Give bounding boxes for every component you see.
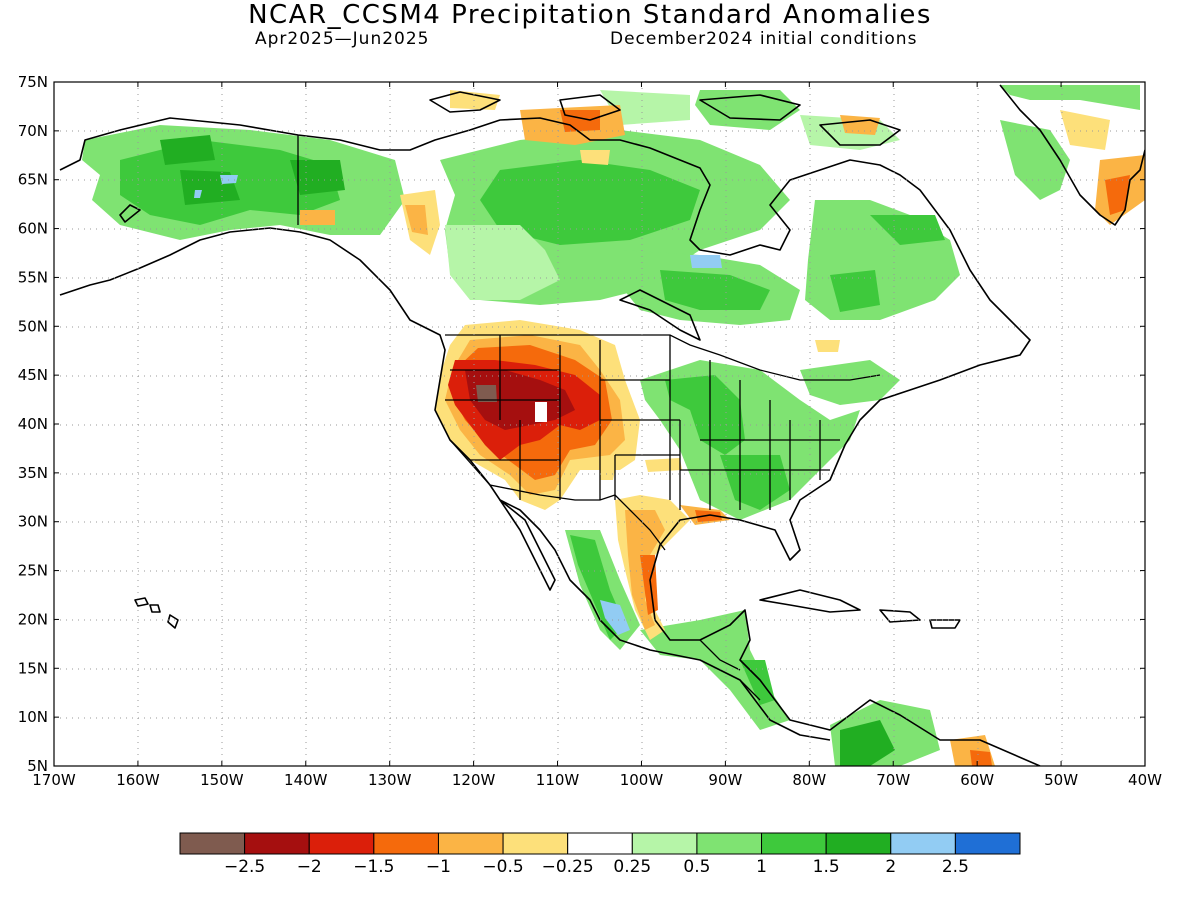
lon-label: 120W [452, 771, 496, 789]
lon-label: 50W [1044, 771, 1078, 789]
lon-label: 160W [116, 771, 160, 789]
lat-label: 65N [18, 171, 48, 189]
longitude-ticks [53, 82, 1146, 766]
lat-label: 20N [18, 610, 48, 628]
colorbar-swatch [502, 832, 569, 855]
lat-label: 40N [18, 415, 48, 433]
lat-label: 25N [18, 562, 48, 580]
forecast-period: Apr2025—Jun2025 [255, 29, 430, 49]
colorbar-labels: −2.5 −2 −1.5 −1 −0.5 −0.25 0.25 0.5 1 1.5 2 2.5 [224, 857, 969, 877]
colorbar-label: −1.5 [353, 857, 394, 877]
longitude-labels: 170W 160W 150W 140W 130W 120W 110W 100W 90W 80W 70… [32, 771, 1162, 789]
colorbar-swatch [244, 832, 310, 855]
colorbar-label: 1 [756, 857, 767, 877]
colorbar-swatch [890, 832, 956, 855]
lat-label: 45N [18, 366, 48, 384]
lon-label: 80W [792, 771, 826, 789]
colorbar-swatch [179, 832, 246, 855]
lon-label: 100W [620, 771, 664, 789]
lon-label: 170W [32, 771, 76, 789]
colorbar-label: −0.5 [482, 857, 523, 877]
colorbar-label: 0.25 [613, 857, 651, 877]
colorbar-label: 2 [885, 857, 896, 877]
colorbar-label: −0.25 [542, 857, 594, 877]
lat-label: 10N [18, 708, 48, 726]
colorbar [179, 832, 1021, 855]
colorbar-label: −2 [297, 857, 322, 877]
colorbar-label: 0.5 [683, 857, 710, 877]
lat-label: 75N [18, 73, 48, 91]
lat-label: 15N [18, 659, 48, 677]
lon-label: 40W [1128, 771, 1162, 789]
lat-label: 50N [18, 317, 48, 335]
colorbar-label: 2.5 [942, 857, 969, 877]
lat-label: 5N [27, 757, 48, 775]
lon-label: 60W [960, 771, 994, 789]
lat-label: 35N [18, 464, 48, 482]
colorbar-swatch [437, 832, 504, 855]
colorbar-swatch [373, 832, 439, 855]
colorbar-label: 1.5 [813, 857, 840, 877]
colorbar-label: −2.5 [224, 857, 265, 877]
lon-label: 130W [368, 771, 412, 789]
lat-label: 70N [18, 122, 48, 140]
map-title: NCAR_CCSM4 Precipitation Standard Anomal… [248, 0, 932, 30]
lat-label: 60N [18, 220, 48, 238]
colorbar-swatch [696, 832, 763, 855]
lat-label: 30N [18, 513, 48, 531]
colorbar-swatch [954, 832, 1021, 855]
latitude-ticks [54, 81, 1145, 767]
colorbar-swatch [761, 832, 827, 855]
colorbar-swatch [631, 832, 698, 855]
colorbar-swatch [567, 832, 633, 855]
latitude-labels: 75N 70N 65N 60N 55N 50N 45N 40N 35N 30N 25N 20N 15N 1… [18, 73, 48, 775]
graticule [54, 82, 1145, 766]
lon-label: 90W [708, 771, 742, 789]
lon-label: 70W [876, 771, 910, 789]
lon-label: 110W [536, 771, 580, 789]
colorbar-swatch [825, 832, 892, 855]
colorbar-swatch [308, 832, 375, 855]
political-borders [297, 135, 881, 701]
lon-label: 140W [284, 771, 328, 789]
lon-label: 150W [200, 771, 244, 789]
initial-conditions: December2024 initial conditions [610, 29, 918, 49]
map-plot-area [54, 82, 1145, 766]
lat-label: 55N [18, 268, 48, 286]
colorbar-label: −1 [426, 857, 451, 877]
